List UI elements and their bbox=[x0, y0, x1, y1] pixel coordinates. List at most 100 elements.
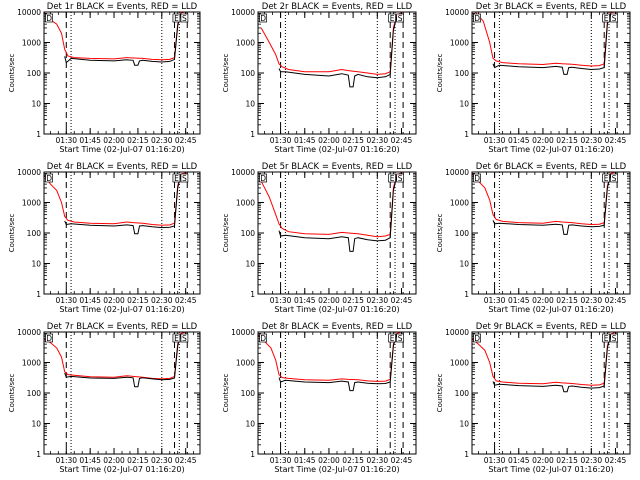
marker-box bbox=[172, 333, 181, 343]
y-tick-label: 10000 bbox=[231, 328, 255, 337]
y-tick-label: 10 bbox=[31, 100, 41, 109]
x-tick-label: 02:45 bbox=[175, 136, 197, 145]
marker-label: E bbox=[604, 174, 609, 183]
x-tick-label: 02:30 bbox=[151, 296, 173, 305]
plot-frame bbox=[257, 11, 417, 135]
x-tick-label: 02:15 bbox=[556, 456, 578, 465]
chart-title: Det 2r BLACK = Events, RED = LLD bbox=[262, 2, 413, 12]
chart-panel-2: Det 2r BLACK = Events, RED = LLD 1 10 100 10… bbox=[222, 2, 417, 154]
marker-label: D bbox=[260, 174, 266, 183]
plot-area bbox=[260, 172, 402, 252]
chart-panel-1: Det 1r BLACK = Events, RED = LLD 1 10 100 10… bbox=[8, 2, 201, 154]
plot-area bbox=[472, 172, 616, 235]
x-tick-label: 02:45 bbox=[605, 456, 627, 465]
x-tick-label: 02:45 bbox=[605, 296, 627, 305]
marker-label: S bbox=[398, 174, 403, 183]
plot-area bbox=[474, 12, 616, 75]
marker-box bbox=[45, 13, 53, 23]
plot-area bbox=[44, 12, 186, 66]
marker-box bbox=[602, 333, 610, 343]
x-axis-label: Start Time (02-Jul-07 01:16:20) bbox=[59, 465, 184, 474]
x-tick-label: 01:45 bbox=[294, 456, 316, 465]
plot-area bbox=[44, 332, 186, 388]
y-tick-label: 1000 bbox=[450, 199, 469, 208]
y-tick-label: 10000 bbox=[231, 8, 255, 17]
y-tick-label: 1 bbox=[36, 450, 41, 459]
chart-title: Det 8r BLACK = Events, RED = LLD bbox=[262, 322, 413, 332]
marker-label: D bbox=[474, 174, 480, 183]
marker-label: D bbox=[46, 334, 52, 343]
x-axis-label: Start Time (02-Jul-07 01:16:20) bbox=[274, 465, 399, 474]
y-tick-label: 1000 bbox=[22, 359, 41, 368]
y-tick-label: 10000 bbox=[445, 8, 469, 17]
x-tick-label: 02:30 bbox=[366, 456, 388, 465]
marker-label: S bbox=[612, 174, 617, 183]
series-line-events bbox=[492, 334, 612, 393]
x-tick-label: 01:30 bbox=[484, 456, 506, 465]
x-tick-label: 01:45 bbox=[294, 136, 316, 145]
x-tick-label: 02:30 bbox=[366, 136, 388, 145]
chart-title: Det 3r BLACK = Events, RED = LLD bbox=[476, 2, 627, 12]
x-tick-label: 02:15 bbox=[127, 296, 149, 305]
y-tick-label: 10000 bbox=[17, 328, 41, 337]
y-tick-label: 100 bbox=[241, 389, 256, 398]
y-tick-label: 1 bbox=[250, 130, 255, 139]
y-axis-label: Counts/sec bbox=[222, 374, 230, 413]
marker-box bbox=[180, 333, 189, 343]
marker-label: S bbox=[612, 334, 617, 343]
chart-panel-4: Det 4r BLACK = Events, RED = LLD 1 10 100 10… bbox=[8, 162, 201, 314]
y-axis-label: Counts/sec bbox=[436, 374, 444, 413]
series-line-events bbox=[64, 334, 182, 388]
y-tick-label: 1 bbox=[36, 130, 41, 139]
series-line-events bbox=[278, 334, 398, 392]
series-line-events bbox=[492, 174, 612, 235]
chart-panel-6: Det 6r BLACK = Events, RED = LLD 1 10 100 10… bbox=[436, 162, 631, 314]
y-axis-label: Counts/sec bbox=[436, 54, 444, 93]
x-tick-label: 02:45 bbox=[391, 136, 413, 145]
x-tick-label: 02:15 bbox=[342, 136, 364, 145]
marker-box bbox=[396, 13, 405, 23]
series-line-lld bbox=[260, 12, 402, 75]
marker-box bbox=[180, 13, 189, 23]
y-tick-label: 10 bbox=[459, 260, 469, 269]
series-line-lld bbox=[472, 332, 616, 386]
marker-box bbox=[388, 333, 396, 343]
y-tick-label: 100 bbox=[27, 229, 42, 238]
marker-label: E bbox=[604, 14, 609, 23]
x-tick-label: 01:45 bbox=[508, 296, 530, 305]
marker-box bbox=[388, 173, 396, 183]
series-line-lld bbox=[472, 172, 616, 226]
y-tick-label: 1000 bbox=[450, 39, 469, 48]
marker-box bbox=[610, 173, 619, 183]
x-tick-label: 02:00 bbox=[318, 456, 340, 465]
marker-label: D bbox=[46, 14, 52, 23]
y-tick-label: 1000 bbox=[450, 359, 469, 368]
y-tick-label: 100 bbox=[27, 69, 42, 78]
y-tick-label: 10 bbox=[245, 260, 255, 269]
marker-box bbox=[172, 13, 181, 23]
y-tick-label: 1000 bbox=[236, 199, 255, 208]
x-tick-label: 02:15 bbox=[556, 296, 578, 305]
x-tick-label: 02:15 bbox=[556, 136, 578, 145]
x-tick-label: 02:00 bbox=[103, 456, 125, 465]
x-tick-label: 02:45 bbox=[175, 456, 197, 465]
x-tick-label: 01:45 bbox=[79, 456, 101, 465]
marker-box bbox=[259, 333, 267, 343]
marker-label: S bbox=[182, 334, 187, 343]
y-tick-label: 10 bbox=[459, 100, 469, 109]
y-tick-label: 100 bbox=[241, 69, 256, 78]
y-tick-label: 10 bbox=[245, 420, 255, 429]
x-tick-label: 01:45 bbox=[508, 456, 530, 465]
marker-label: S bbox=[398, 334, 403, 343]
y-axis-label: Counts/sec bbox=[222, 54, 230, 93]
y-tick-label: 100 bbox=[455, 69, 470, 78]
series-line-events bbox=[64, 174, 182, 235]
marker-label: E bbox=[174, 334, 179, 343]
x-tick-label: 02:30 bbox=[151, 136, 173, 145]
marker-label: E bbox=[390, 14, 395, 23]
y-tick-label: 10000 bbox=[17, 168, 41, 177]
y-tick-label: 1 bbox=[250, 450, 255, 459]
chart-title: Det 7r BLACK = Events, RED = LLD bbox=[47, 322, 198, 332]
y-tick-label: 10000 bbox=[17, 8, 41, 17]
